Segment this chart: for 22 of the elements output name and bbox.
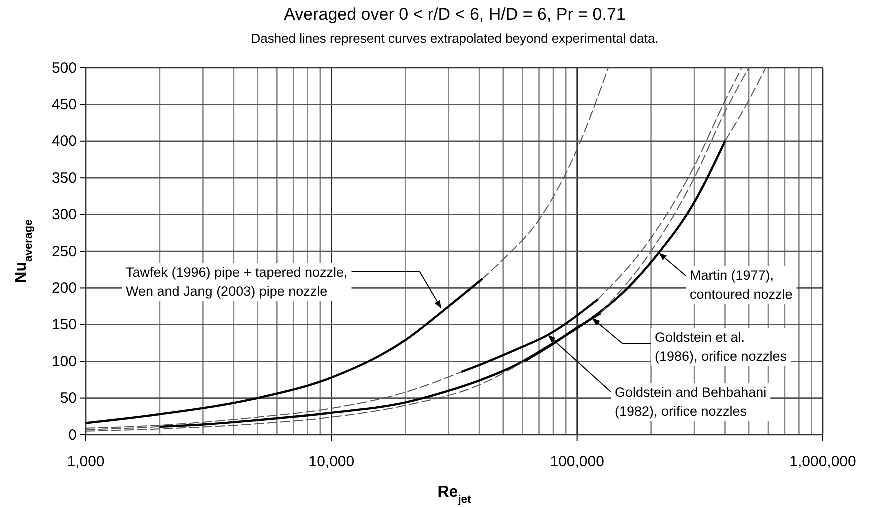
y-tick-label: 400	[52, 133, 77, 150]
x-tick-label: 1,000	[67, 454, 105, 470]
x-tick-label: 1,000,000	[790, 454, 856, 470]
y-tick-label: 0	[68, 426, 77, 444]
x-tick-label: 100,000	[550, 454, 604, 470]
x-axis-title: Re$_{jet}$	[438, 484, 472, 506]
chart-subtitle: Dashed lines represent curves extrapolated beyond experimental data.	[251, 31, 659, 46]
annotation: Tawfek (1996) pipe + tapered nozzle, Wen and Jang (2003) pipe nozzle	[126, 265, 348, 299]
chart-title: Averaged over 0 < r/D < 6, H/D = 6, Pr = 0.71	[284, 5, 626, 24]
y-tick-label: 150	[52, 316, 77, 334]
y-tick-label: 100	[52, 353, 77, 370]
y-tick-label: 450	[52, 96, 77, 114]
annotation: Goldstein et al. (1986), orifice nozzles	[655, 330, 788, 364]
annotation: Martin (1977), contoured nozzle	[690, 268, 793, 302]
y-tick-label: 350	[52, 170, 77, 187]
y-tick-label: 250	[52, 243, 77, 260]
y-tick-label: 200	[52, 280, 77, 297]
annotation: Goldstein and Behbahani (1982), orifice nozzles	[615, 385, 767, 419]
y-tick-label: 500	[52, 60, 77, 77]
x-tick-label: 10,000	[308, 454, 355, 470]
y-tick-label: 50	[60, 390, 77, 408]
y-tick-label: 300	[52, 206, 77, 224]
